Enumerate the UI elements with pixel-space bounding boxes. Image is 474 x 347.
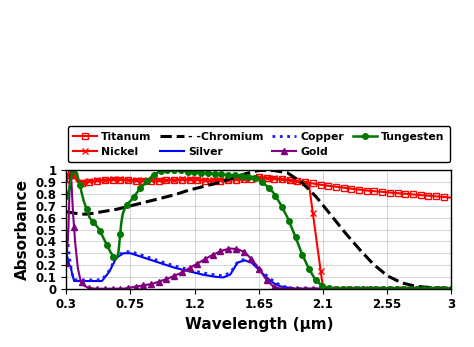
Y-axis label: Absorbance: Absorbance (15, 179, 30, 280)
Legend: Titanum, Nickel, - -Chromium, Silver, Copper, Gold, Tungesten: Titanum, Nickel, - -Chromium, Silver, Co… (67, 126, 450, 162)
X-axis label: Wavelength (μm): Wavelength (μm) (184, 317, 333, 332)
